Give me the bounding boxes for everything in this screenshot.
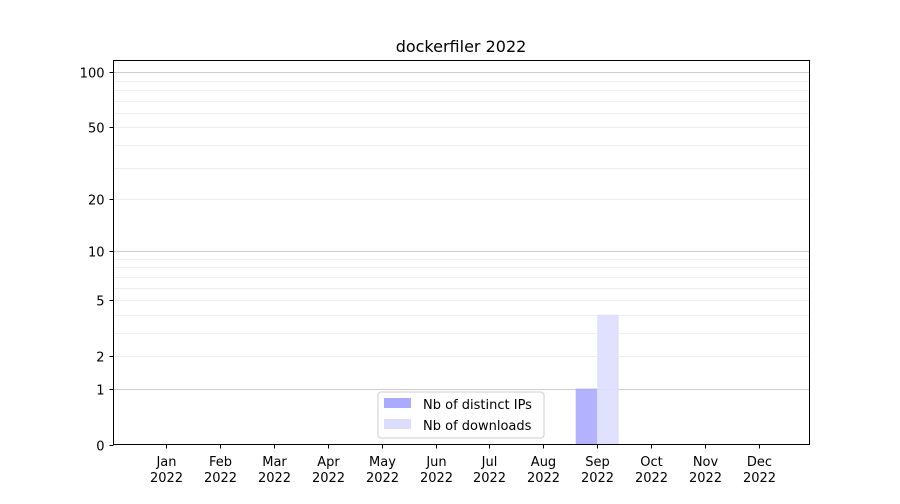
y-axis: 0 1 2 5 10 20 50 100 xyxy=(80,67,114,455)
x-tick-label-month: Nov xyxy=(693,455,719,470)
x-tick-label-year: 2022 xyxy=(312,471,345,486)
y-tick-label: 10 xyxy=(88,246,105,261)
x-tick-label-year: 2022 xyxy=(150,471,183,486)
y-tick-label: 50 xyxy=(88,122,105,137)
x-tick-label-year: 2022 xyxy=(689,471,722,486)
bar-downloads xyxy=(597,314,619,445)
x-tick-label-month: Dec xyxy=(747,455,772,470)
legend-swatch-downloads xyxy=(384,419,411,429)
x-tick-label-month: Oct xyxy=(640,455,662,470)
x-tick-label-year: 2022 xyxy=(258,471,291,486)
bar-distinct-ips xyxy=(575,388,598,445)
x-tick-label-month: Feb xyxy=(209,455,232,470)
x-axis: Jan2022Feb2022Mar2022Apr2022May2022Jun20… xyxy=(150,444,776,486)
legend-swatch-ips xyxy=(384,398,411,408)
y-tick-label: 2 xyxy=(96,351,104,366)
x-tick-label-month: Jun xyxy=(425,455,446,470)
x-tick-label-month: Apr xyxy=(317,455,340,470)
x-tick-label-month: Jul xyxy=(481,455,498,470)
x-tick-label-year: 2022 xyxy=(581,471,614,486)
x-tick-label-year: 2022 xyxy=(420,471,453,486)
x-tick-label-month: Aug xyxy=(531,455,556,470)
x-tick-label-year: 2022 xyxy=(473,471,506,486)
y-tick-label: 5 xyxy=(96,295,104,310)
x-tick-label-month: Sep xyxy=(585,455,610,470)
legend-label-ips: Nb of distinct IPs xyxy=(423,398,532,413)
bars xyxy=(575,314,619,445)
legend: Nb of distinct IPs Nb of downloads xyxy=(377,391,545,439)
x-tick-label-month: Jan xyxy=(155,455,176,470)
legend-label-downloads: Nb of downloads xyxy=(423,419,532,434)
legend-frame xyxy=(377,391,545,439)
x-tick-label-year: 2022 xyxy=(527,471,560,486)
x-tick-label-year: 2022 xyxy=(204,471,237,486)
x-tick-label-year: 2022 xyxy=(743,471,776,486)
y-tick-label: 20 xyxy=(88,194,105,209)
x-tick-label-month: Mar xyxy=(262,455,287,470)
x-tick-label-year: 2022 xyxy=(366,471,399,486)
x-tick-label-year: 2022 xyxy=(635,471,668,486)
chart-title: dockerfiler 2022 xyxy=(396,37,527,56)
plot-frame xyxy=(113,60,810,445)
y-tick-label: 1 xyxy=(96,384,104,399)
grid xyxy=(113,72,810,390)
y-tick-label: 0 xyxy=(96,440,104,455)
y-tick-label: 100 xyxy=(80,67,105,82)
x-tick-label-month: May xyxy=(369,455,396,470)
